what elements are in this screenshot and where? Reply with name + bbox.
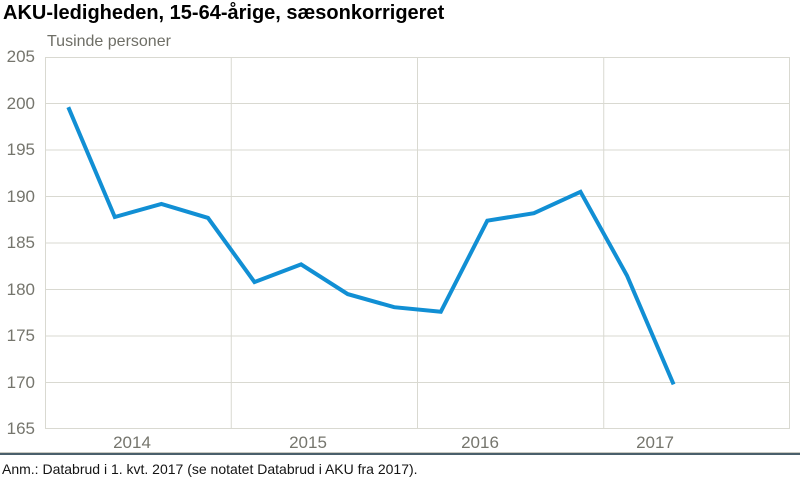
footer-divider [0,453,800,455]
y-tick-label: 185 [6,233,35,252]
chart-title: AKU-ledigheden, 15-64-årige, sæsonkorrig… [3,2,445,24]
x-axis-tick-labels: 2014 2015 2016 2017 [45,433,790,453]
chart-footnote: Anm.: Databrud i 1. kvt. 2017 (se notate… [2,461,418,477]
y-tick-label: 205 [6,47,35,66]
plot-border [45,57,790,429]
data-line-aku-ledighed [66,106,676,386]
x-tick-label-2014: 2014 [113,433,151,452]
y-axis-unit-label: Tusinde personer [47,33,171,50]
footer-divider-light [0,452,800,453]
y-tick-label: 165 [6,419,35,438]
line-chart-plot [45,57,790,429]
y-axis-tick-labels: 205 200 195 190 185 180 175 170 165 [0,0,37,482]
x-tick-label-2015: 2015 [289,433,327,452]
y-tick-label: 180 [6,279,35,299]
y-tick-label: 170 [6,372,35,392]
x-tick-label-2016: 2016 [461,433,499,452]
y-tick-label: 195 [6,140,35,159]
x-tick-label-2017: 2017 [636,433,674,452]
y-tick-label: 175 [6,326,35,345]
y-tick-label: 190 [6,186,35,206]
y-tick-label: 200 [6,93,35,113]
